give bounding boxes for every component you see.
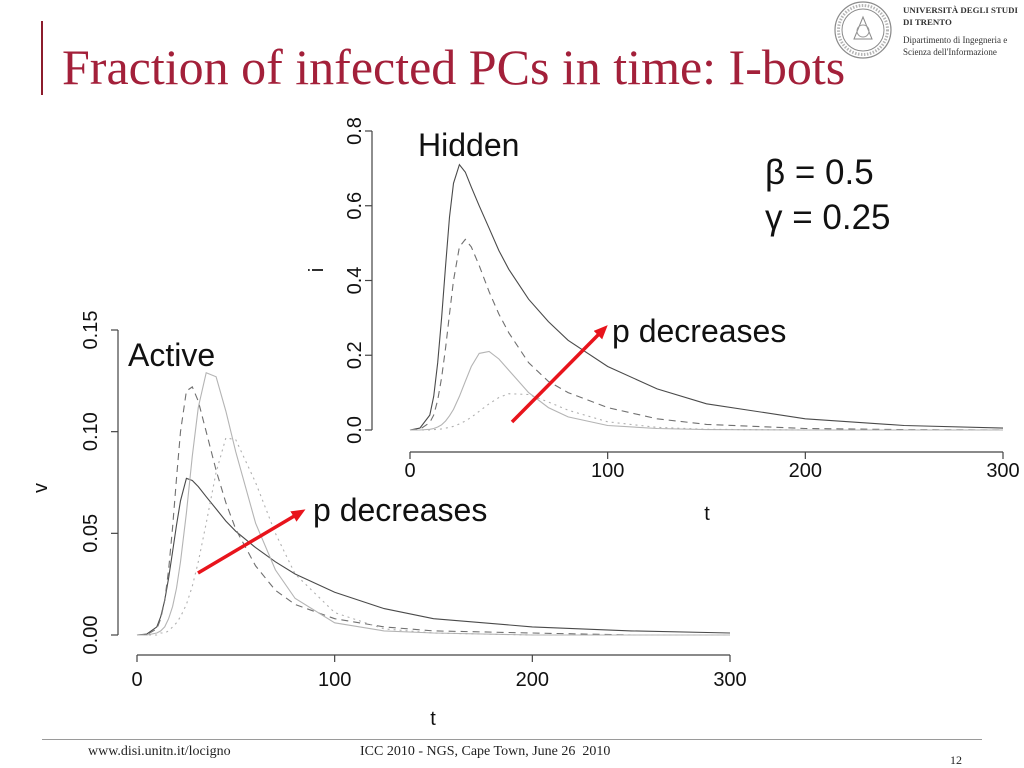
p-decreases-label: p decreases: [612, 313, 786, 349]
y-axis-label: i: [306, 268, 328, 272]
y-tick-label: 0.2: [344, 341, 366, 369]
logo-department-line1: Dipartimento di Ingegneria e: [903, 35, 1008, 45]
x-tick-label: 300: [713, 669, 746, 691]
chart-annotation: Hidden: [418, 127, 519, 163]
parameter-label: γ = 0.25: [765, 198, 891, 237]
x-tick-label: 100: [318, 669, 351, 691]
x-tick-label: 200: [516, 669, 549, 691]
logo-department-line2: Scienza dell'Informazione: [903, 47, 997, 57]
series-line-4: [137, 437, 730, 636]
x-axis-label: t: [704, 503, 710, 525]
y-tick-label: 0.05: [80, 514, 102, 553]
page-number: 12: [950, 753, 962, 767]
y-tick-label: 0.6: [344, 192, 366, 220]
parameter-label: β = 0.5: [765, 153, 874, 192]
x-axis-label: t: [430, 708, 436, 730]
y-axis-label: v: [30, 483, 52, 493]
p-decreases-arrow: [197, 509, 306, 575]
chart-annotation: Active: [128, 337, 215, 373]
logo-university-city: DI TRENTO: [903, 17, 952, 27]
footer-rule: [42, 739, 982, 740]
y-tick-label: 0.00: [80, 616, 102, 655]
university-seal-icon: [834, 1, 892, 59]
x-tick-label: 0: [404, 460, 415, 482]
footer-url: www.disi.unitn.it/locigno: [88, 744, 231, 759]
slide-title: Fraction of infected PCs in time: I-bots: [62, 39, 846, 95]
y-tick-label: 0.10: [80, 412, 102, 451]
footer-event: ICC 2010 - NGS, Cape Town, June 26 2010: [360, 744, 611, 759]
series-line-2: [136, 386, 730, 636]
series-line-3: [137, 371, 730, 636]
series-line-2: [409, 238, 1004, 431]
y-tick-label: 0.4: [344, 267, 366, 295]
y-tick-label: 0.15: [80, 311, 102, 350]
series-line-1: [409, 163, 1004, 431]
x-tick-label: 200: [789, 460, 822, 482]
y-tick-label: 0.0: [344, 416, 366, 444]
p-decreases-arrow: [510, 325, 608, 424]
logo-university-name: UNIVERSITÀ DEGLI STUDI: [903, 5, 1018, 15]
series-line-4: [410, 393, 1003, 431]
y-tick-label: 0.8: [344, 117, 366, 145]
p-decreases-label: p decreases: [313, 492, 487, 528]
x-tick-label: 300: [986, 460, 1019, 482]
x-tick-label: 100: [591, 460, 624, 482]
x-tick-label: 0: [131, 669, 142, 691]
hidden-chart: 0 100 200 300 0.0 0.2 0.4 0.6 0.8 t i Hidden β = 0.5…: [306, 117, 1020, 525]
accent-bar: [41, 21, 43, 95]
series-line-3: [410, 350, 1003, 431]
